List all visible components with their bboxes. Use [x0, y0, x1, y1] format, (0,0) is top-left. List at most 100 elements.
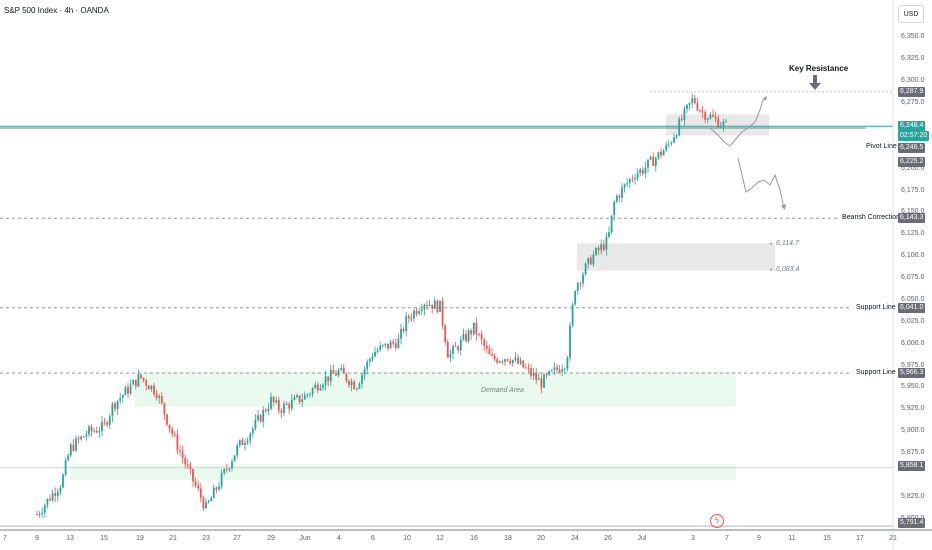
candle: [644, 167, 647, 174]
candle: [67, 455, 70, 461]
candle: [257, 415, 259, 420]
candle: [353, 381, 356, 390]
candle: [238, 440, 241, 446]
time-tick-label: 23: [202, 535, 210, 542]
candle: [160, 395, 163, 404]
candle: [686, 104, 688, 109]
candle: [662, 150, 665, 156]
candle: [259, 415, 262, 422]
candle: [64, 460, 67, 475]
candle: [639, 169, 642, 174]
support-tag: 5,966.3: [898, 368, 926, 378]
candle: [225, 469, 228, 471]
candle: [405, 316, 408, 332]
candle: [116, 400, 119, 409]
candle: [54, 493, 57, 496]
candle: [93, 430, 96, 432]
time-tick-label: 15: [100, 535, 108, 542]
candle: [103, 421, 106, 423]
arrow-head: [781, 204, 786, 210]
candle: [387, 343, 389, 349]
candle: [212, 487, 215, 498]
candle: [384, 343, 387, 346]
candle: [184, 457, 187, 465]
candle: [514, 357, 517, 360]
candle: [699, 110, 701, 112]
candle: [626, 183, 629, 185]
candle: [140, 374, 142, 378]
candle: [316, 384, 319, 391]
candle: [280, 410, 283, 413]
candle: [142, 377, 145, 381]
candle: [371, 356, 374, 360]
flash-icon[interactable]: ϟ: [710, 514, 724, 528]
price-tag: 5,858.1: [898, 461, 926, 471]
candle: [444, 325, 447, 343]
candle: [88, 426, 90, 435]
candle: [36, 514, 38, 516]
candle: [46, 498, 49, 506]
candle: [69, 444, 72, 456]
candle: [394, 343, 397, 349]
candle: [277, 400, 280, 411]
candle: [129, 384, 132, 394]
candle: [90, 426, 93, 432]
box-bottom-label: 6,083.4: [776, 266, 800, 273]
candle: [556, 367, 558, 370]
time-tick-label: 18: [504, 535, 512, 542]
candle: [613, 201, 616, 216]
candle: [504, 359, 506, 362]
candle: [509, 360, 512, 364]
candle: [358, 383, 361, 389]
candle: [368, 359, 371, 362]
price-tick-label: 5,950.0: [901, 383, 925, 391]
candle: [59, 487, 62, 492]
candle: [329, 369, 332, 382]
candle: [602, 244, 605, 250]
candle: [51, 493, 54, 501]
price-tick-label: 5,875.0: [901, 449, 925, 456]
candle: [569, 325, 571, 358]
candle: [566, 357, 569, 369]
pivot-line-label: Pivot Line: [866, 143, 897, 150]
candle: [722, 121, 725, 126]
candle: [322, 384, 324, 388]
candle: [111, 403, 114, 417]
time-tick-label: 19: [136, 535, 144, 542]
support-line-label: Support Line: [856, 304, 896, 311]
candle: [134, 379, 137, 387]
candle: [41, 512, 44, 514]
currency-button[interactable]: USD: [898, 5, 924, 23]
candle: [641, 169, 644, 174]
price-tick-label: 6,275.0: [901, 99, 925, 106]
time-tick-label: 26: [604, 535, 612, 542]
candle: [264, 409, 267, 412]
candle: [233, 455, 236, 462]
candle: [43, 505, 46, 513]
candle: [420, 309, 423, 312]
time-tick-label: 27: [233, 535, 241, 542]
candle: [319, 387, 322, 391]
candle: [340, 367, 343, 371]
candle: [254, 419, 257, 429]
candle: [231, 461, 233, 469]
candle: [615, 195, 618, 202]
candle: [285, 403, 288, 405]
candle: [296, 395, 298, 398]
candle: [605, 236, 608, 250]
time-tick-label: Jul: [637, 535, 647, 542]
bearish-correction-tag: 6,143.3: [898, 213, 926, 223]
projection-layer: [709, 96, 786, 210]
candle: [587, 257, 590, 264]
candle: [270, 396, 272, 409]
candle: [199, 488, 202, 498]
candle: [550, 370, 553, 372]
candle: [452, 346, 454, 354]
candle: [454, 346, 457, 348]
candle: [436, 300, 439, 312]
candle: [647, 159, 649, 168]
candle: [543, 374, 545, 388]
candle: [298, 395, 301, 403]
